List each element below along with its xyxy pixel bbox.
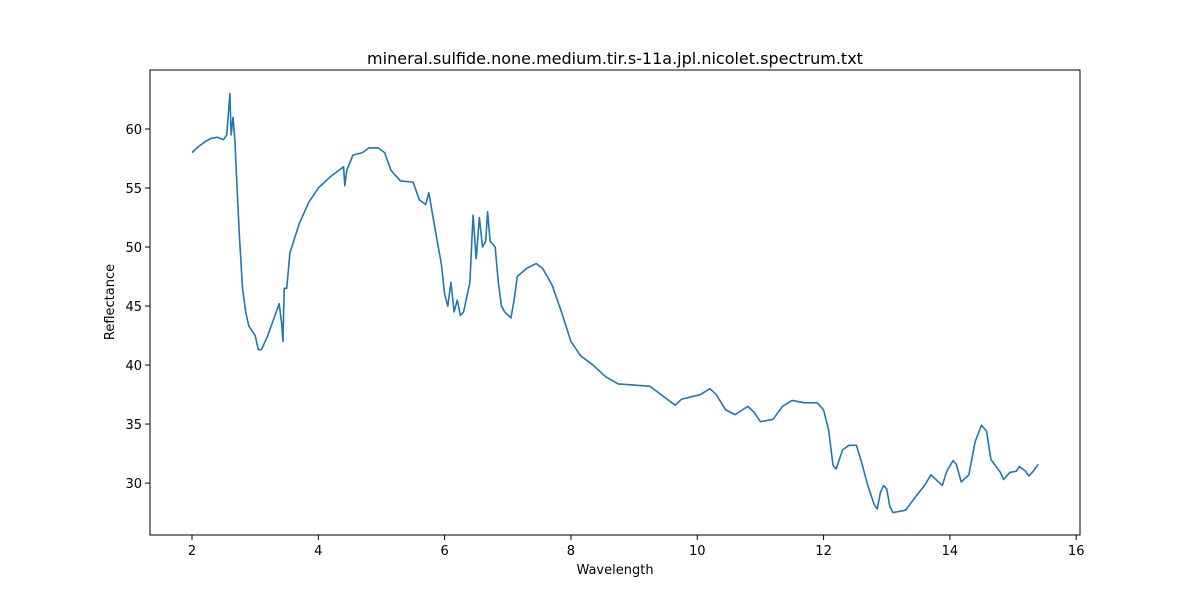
x-tick-label: 12 <box>815 544 832 559</box>
y-tick-label: 45 <box>125 300 142 315</box>
spectrum-line <box>191 92 1039 514</box>
x-tick-label: 8 <box>567 544 575 559</box>
x-tick-label: 14 <box>942 544 959 559</box>
y-tick-label: 55 <box>125 182 142 197</box>
chart-title: mineral.sulfide.none.medium.tir.s-11a.jp… <box>367 49 863 68</box>
x-tick-label: 16 <box>1068 544 1085 559</box>
x-tick-label: 6 <box>440 544 448 559</box>
y-tick-label: 60 <box>125 123 142 138</box>
y-tick-label: 50 <box>125 241 142 256</box>
y-tick-label: 40 <box>125 359 142 374</box>
y-tick-label: 30 <box>125 477 142 492</box>
x-tick-label: 4 <box>314 544 322 559</box>
x-tick-label: 10 <box>689 544 706 559</box>
x-axis-label: Wavelength <box>576 563 653 578</box>
x-tick-label: 2 <box>188 544 196 559</box>
y-tick-label: 35 <box>125 418 142 433</box>
y-axis-label: Reflectance <box>103 264 118 340</box>
plot-frame <box>149 69 1081 536</box>
